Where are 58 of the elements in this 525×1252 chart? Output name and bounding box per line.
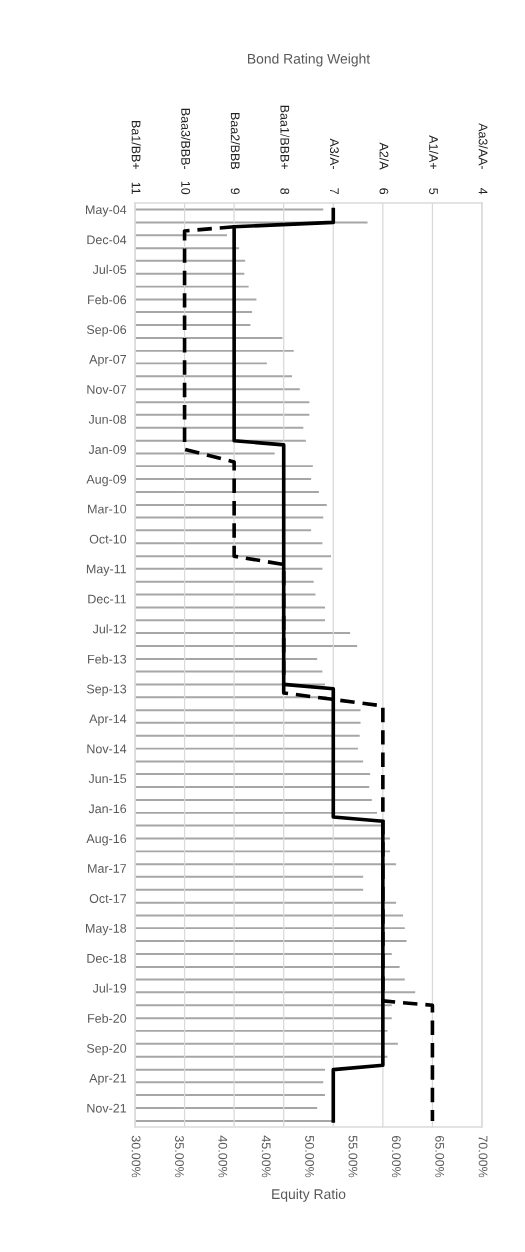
x-tick-label: 55.00% <box>348 1135 358 1178</box>
y-tick-label: Jul-05 <box>92 264 127 274</box>
y-tick-label: Aug-16 <box>86 834 127 846</box>
x-tick-label: 35.00% <box>175 1135 184 1178</box>
x-tick-label: 45.00% <box>261 1135 271 1178</box>
y-tick-label: Mar-17 <box>88 864 127 873</box>
x-tick-label: 65.00% <box>435 1135 445 1178</box>
text: Baa1/BBB+ <box>280 105 290 170</box>
y-tick-label: Apr-07 <box>89 354 127 367</box>
text: Baa3/BBB- <box>181 108 191 170</box>
y-tick-label: Jul-12 <box>92 624 127 634</box>
y-tick-label: Jan-16 <box>88 804 127 814</box>
x2-tick-label: 5 <box>429 188 438 195</box>
text: A2/A <box>379 142 389 170</box>
y-tick-label: Nov-14 <box>87 744 127 754</box>
x-tick-label: 60.00% <box>391 1135 401 1178</box>
text: Aa3/AA- <box>478 123 488 170</box>
x2-axis-title: Bond Rating Weight <box>248 53 371 67</box>
y-tick-label: Sep-13 <box>86 684 127 696</box>
y-tick-label: May-04 <box>86 205 127 217</box>
y-tick-label: Apr-14 <box>89 714 127 726</box>
y-tick-label: Feb-20 <box>88 1013 127 1023</box>
text: A3/A- <box>329 138 340 170</box>
x2-tick-label: 8 <box>280 188 290 195</box>
y-tick-label: Dec-18 <box>87 954 127 963</box>
x-tick-label: 70.00% <box>478 1135 488 1178</box>
y-tick-label: Jun-08 <box>88 414 127 424</box>
y-tick-label: Sep-06 <box>86 325 127 337</box>
y-tick-label: Feb-13 <box>88 654 127 664</box>
y-tick-label: Nov-21 <box>87 1103 127 1113</box>
y-tick-label: Mar-10 <box>88 504 127 514</box>
x-tick-label: 30.00% <box>131 1135 141 1178</box>
y-tick-label: Oct-17 <box>89 894 127 903</box>
x-tick-label: 50.00% <box>305 1135 314 1178</box>
x-tick-label: 40.00% <box>218 1135 228 1178</box>
x2-tick-label: 7 <box>330 188 339 195</box>
x2-tick-label: 4 <box>478 188 488 195</box>
x2-tick-label: 10 <box>181 181 191 195</box>
x2-tick-label: 11 <box>131 182 141 195</box>
y-tick-label: Jun-15 <box>88 774 127 784</box>
y-tick-label: Oct-10 <box>89 534 127 544</box>
x2-tick-label: 9 <box>230 188 240 195</box>
y-tick-label: Aug-09 <box>86 474 127 487</box>
y-tick-label: May-18 <box>86 923 127 936</box>
text: A1/A+ <box>429 135 439 170</box>
y-tick-label: Dec-11 <box>88 594 127 604</box>
y-tick-label: Feb-06 <box>88 295 127 305</box>
x2-tick-label: 6 <box>379 188 389 195</box>
y-tick-label: May-11 <box>86 564 127 576</box>
y-tick-label: Dec-04 <box>87 235 127 245</box>
y-tick-label: Nov-07 <box>87 385 127 394</box>
text: Ba1/BB+ <box>131 121 141 170</box>
y-tick-label: Sep-20 <box>86 1043 127 1056</box>
y-tick-label: Apr-21 <box>89 1073 127 1086</box>
x-axis-title: Equity Ratio <box>272 1188 346 1202</box>
text: Baa2/BBB <box>230 113 240 170</box>
y-tick-label: Jan-09 <box>88 445 127 454</box>
y-tick-label: Jul-19 <box>92 983 127 993</box>
